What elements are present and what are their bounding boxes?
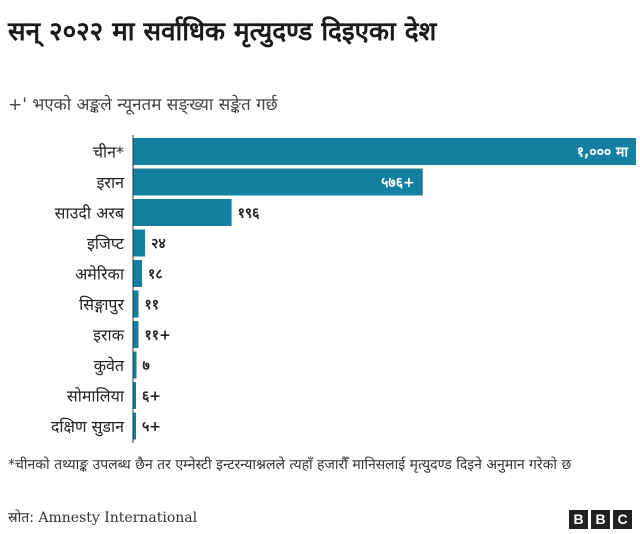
bar bbox=[133, 351, 137, 379]
value-label: ५७६+ bbox=[381, 175, 415, 191]
category-label: चीन* bbox=[93, 143, 124, 162]
value-label: १,००० मा bbox=[577, 145, 630, 161]
value-label: ७ bbox=[143, 358, 150, 374]
bar bbox=[133, 260, 143, 287]
value-label: ५+ bbox=[142, 419, 161, 435]
category-label: कुवेत bbox=[94, 356, 125, 376]
chart-subtitle: +' भएको अङ्कले न्यूनतम सङ्ख्या सङ्केत गर… bbox=[8, 95, 278, 115]
bbc-logo-letter: B bbox=[591, 510, 610, 529]
bar bbox=[133, 138, 636, 165]
chart-title: सन् २०२२ मा सर्वाधिक मृत्युदण्ड दिइएका द… bbox=[8, 17, 437, 47]
bar bbox=[133, 290, 139, 318]
category-label: इजिप्ट bbox=[87, 234, 125, 253]
bbc-logo-letter: C bbox=[613, 510, 632, 529]
source-line: स्रोत: Amnesty International bbox=[8, 508, 197, 527]
bbc-logo: B B C bbox=[569, 510, 632, 529]
value-label: ६+ bbox=[142, 389, 161, 405]
value-label: १८ bbox=[148, 267, 163, 283]
bar bbox=[133, 229, 146, 257]
footnote: *चीनको तथ्याङ्क उपलब्ध छैन तर एम्नेस्टी … bbox=[8, 457, 572, 473]
bar bbox=[133, 382, 137, 409]
category-label: साउदी अरब bbox=[55, 204, 125, 223]
bar bbox=[133, 168, 423, 196]
source-label: स्रोत: bbox=[8, 510, 34, 526]
category-label: सिङ्गापुर bbox=[79, 295, 124, 315]
category-label: दक्षिण सुडान bbox=[51, 417, 125, 437]
category-label: अमेरिका bbox=[75, 265, 125, 284]
value-label: ११+ bbox=[145, 328, 171, 344]
bar bbox=[133, 199, 232, 226]
value-label: १९६ bbox=[238, 206, 261, 222]
value-label: २४ bbox=[151, 236, 166, 252]
bar-chart: चीन* १,००० मा इरान ५७६+ साउदी अरब १९६ इजिप्ट २४… bbox=[51, 135, 636, 443]
source-value: Amnesty International bbox=[38, 510, 198, 526]
bar bbox=[133, 321, 139, 348]
category-label: इराक bbox=[93, 326, 125, 345]
bar bbox=[133, 412, 136, 440]
category-label: इरान bbox=[97, 173, 126, 192]
bbc-logo-letter: B bbox=[569, 510, 588, 529]
value-label: ११ bbox=[145, 297, 160, 313]
category-label: सोमालिया bbox=[67, 387, 125, 406]
